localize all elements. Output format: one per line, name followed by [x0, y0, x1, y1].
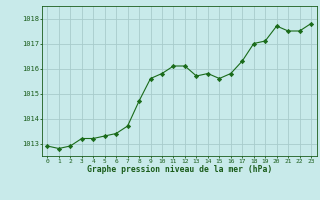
X-axis label: Graphe pression niveau de la mer (hPa): Graphe pression niveau de la mer (hPa) — [87, 165, 272, 174]
